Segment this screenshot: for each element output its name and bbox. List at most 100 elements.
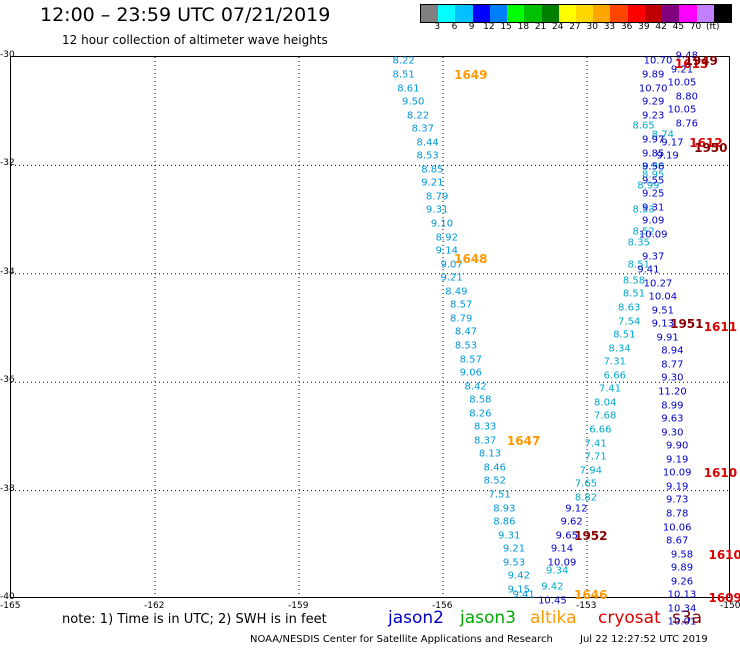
wave-height-value: 8.47 [454, 326, 478, 338]
wave-height-value: 9.41 [637, 264, 660, 276]
wave-height-value: 10.04 [648, 291, 678, 303]
wave-height-value: 9.21 [421, 177, 444, 189]
legend-item-altika: altika [530, 608, 577, 628]
wave-height-value: 9.06 [459, 367, 482, 379]
lon-tick-label: -156 [432, 601, 453, 611]
wave-height-value: 10.09 [638, 229, 668, 241]
wave-height-value: 10.70 [643, 55, 673, 67]
wave-height-value: 10.09 [547, 557, 577, 569]
color-swatch [472, 5, 490, 22]
color-swatch [662, 5, 680, 22]
color-swatch [507, 5, 525, 22]
wave-height-value: 8.99 [661, 400, 684, 412]
wave-height-value: 9.53 [502, 557, 526, 569]
pass-number-label: 1648 [454, 252, 488, 267]
wave-height-value: 9.91 [656, 332, 679, 344]
wave-height-value: 9.26 [670, 576, 694, 588]
wave-height-value: 8.80 [675, 91, 698, 103]
color-scale-tick: 36 [620, 22, 633, 32]
wave-height-value: 8.49 [445, 286, 468, 298]
color-scale-tick: 3 [434, 22, 441, 32]
wave-height-value: 9.48 [675, 50, 698, 62]
wave-height-value: 8.61 [397, 83, 420, 95]
lat-tick-label: -38 [0, 483, 15, 494]
wave-height-value: 8.04 [594, 397, 617, 409]
wave-height-value: 8.35 [627, 237, 650, 249]
wave-height-value: 8.22 [392, 55, 415, 67]
wave-height-value: 9.10 [430, 218, 454, 230]
wave-height-value: 8.26 [469, 408, 492, 420]
color-scale-tick: 39 [638, 22, 650, 32]
wave-height-value: 8.53 [416, 150, 439, 162]
color-swatch [713, 5, 731, 22]
wave-height-value: 9.21 [502, 543, 526, 555]
wave-height-value: 9.19 [656, 150, 679, 162]
wave-height-value: 8.42 [464, 381, 487, 393]
color-scale-tick: 27 [569, 22, 581, 32]
lon-tick-label: -165 [0, 601, 21, 611]
pass-number-label: 1613 [674, 57, 709, 72]
wave-height-value: 8.82 [574, 492, 598, 504]
wave-height-value: 8.92 [435, 232, 458, 244]
wave-height-value: 9.31 [642, 202, 665, 214]
wave-height-value: 8.13 [478, 448, 502, 460]
wave-height-value: 7.41 [598, 383, 622, 395]
footer-timestamp: Jul 22 12:27:52 UTC 2019 [580, 634, 708, 645]
wave-height-value: 9.13 [651, 318, 674, 330]
wave-height-value: 9.89 [642, 69, 665, 81]
wave-height-value: 9.37 [642, 251, 665, 263]
color-scale-tick: 9 [468, 22, 475, 32]
wave-height-value: 7.31 [603, 356, 626, 368]
wave-height-value: 9.07 [440, 259, 463, 271]
wave-height-value: 9.62 [560, 516, 583, 528]
wave-height-value: 10.13 [667, 589, 697, 601]
wave-height-value: 8.99 [637, 180, 660, 192]
wave-height-value: 10.45 [538, 595, 567, 607]
color-scale-bar [420, 4, 732, 23]
wave-height-value: 10.09 [662, 467, 692, 479]
wave-height-value: 8.22 [406, 110, 430, 122]
legend-item-s3a: s3a [672, 608, 703, 628]
wave-height-value: 8.79 [450, 313, 473, 325]
pass-number-label: 1610 [708, 547, 740, 562]
pass-number-label: 1646 [574, 588, 608, 603]
wave-height-value: 10.27 [643, 278, 673, 290]
wave-height-value: 9.12 [565, 503, 588, 515]
color-swatch [524, 5, 542, 22]
lon-tick-label: -150 [720, 601, 740, 611]
wave-height-value: 9.14 [550, 543, 574, 555]
lat-tick-label: -40 [0, 592, 15, 602]
wave-height-value: 7.65 [574, 478, 598, 490]
wave-height-value: 9.15 [507, 584, 530, 596]
wave-height-value: 9.90 [666, 440, 689, 452]
wave-height-value: 8.67 [666, 535, 689, 547]
color-swatch [455, 5, 473, 22]
wave-height-value: 11.20 [658, 386, 687, 398]
lon-tick-label: -162 [144, 601, 165, 611]
color-swatch [679, 5, 697, 22]
wave-height-value: 7.68 [594, 410, 617, 422]
lon-tick-label: -159 [288, 601, 309, 611]
wave-height-value: 9.58 [670, 549, 694, 561]
color-swatch [593, 5, 611, 22]
color-scale-tick: 42 [655, 22, 667, 32]
wave-height-value: 8.37 [474, 435, 497, 447]
wave-height-value: 9.17 [661, 137, 684, 149]
wave-height-value: 8.98 [642, 161, 665, 173]
wave-height-value: 8.58 [622, 275, 646, 287]
wave-height-value: 8.95 [642, 169, 665, 181]
lat-tick-label: -32 [0, 158, 15, 169]
wave-height-value: 9.56 [642, 161, 665, 173]
wave-height-value: 9.97 [642, 134, 665, 146]
wave-height-value: 8.93 [493, 503, 516, 515]
pass-number-label: 1952 [574, 528, 608, 543]
wave-height-value: 8.52 [483, 475, 506, 487]
wave-height-value: 9.31 [426, 204, 449, 216]
pass-number-label: 1951 [670, 317, 704, 332]
wave-height-value: 8.51 [627, 259, 650, 271]
wave-height-value: 8.44 [416, 137, 439, 149]
wave-height-value: 8.57 [459, 354, 482, 366]
footer-credit: NOAA/NESDIS Center for Satellite Applica… [250, 634, 553, 645]
wave-height-value: 9.23 [642, 110, 665, 122]
color-scale-tick: 30 [586, 22, 598, 32]
